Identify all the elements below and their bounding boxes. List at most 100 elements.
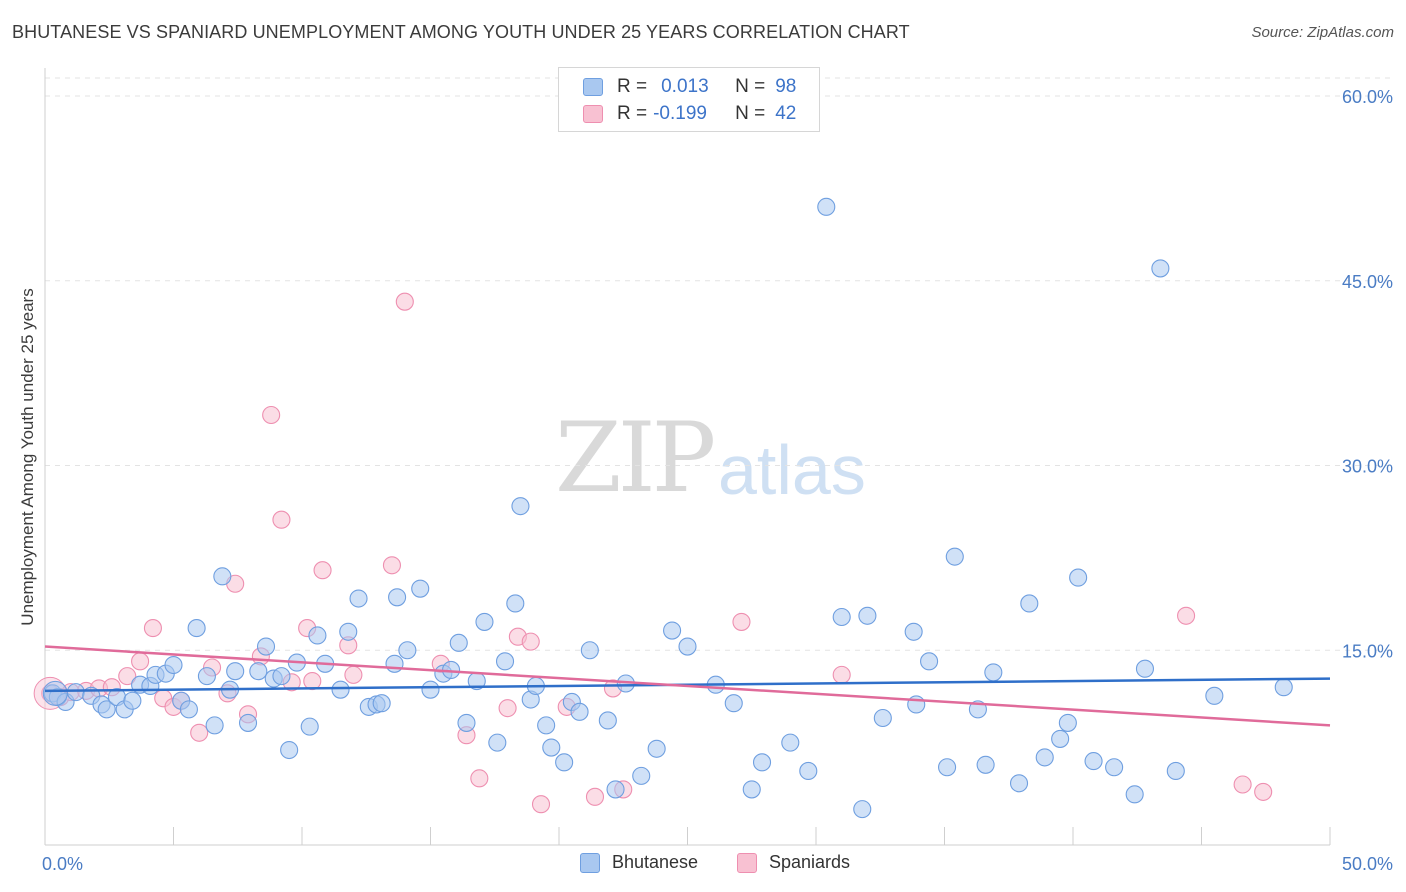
watermark-atlas: atlas bbox=[718, 431, 866, 509]
bhutanese-swatch bbox=[580, 852, 600, 873]
spaniards-point bbox=[118, 667, 137, 686]
bhutanese-point bbox=[945, 547, 964, 566]
spaniards-point bbox=[313, 561, 332, 580]
bhutanese-point bbox=[752, 753, 772, 772]
axes bbox=[44, 68, 1331, 846]
bhutanese-point bbox=[197, 667, 216, 686]
x-tick-label: 0.0% bbox=[42, 854, 83, 874]
bhutanese-point bbox=[349, 589, 368, 608]
bhutanese-point bbox=[1205, 686, 1224, 705]
bhutanese-point bbox=[457, 713, 476, 732]
tick-labels: 15.0% 30.0% 45.0% 60.0% 0.0% 50.0% bbox=[42, 87, 1393, 874]
bhutanese-point bbox=[904, 622, 923, 641]
bhutanese-point bbox=[1035, 748, 1054, 767]
bhutanese-point bbox=[213, 567, 232, 586]
source-label: Source: ZipAtlas.com bbox=[1251, 24, 1394, 41]
bhutanese-point bbox=[938, 758, 957, 777]
bhutanese-point bbox=[42, 680, 68, 706]
legend-row-spaniards: R = -0.199 N = 42 bbox=[583, 102, 796, 126]
spaniards-point bbox=[262, 405, 281, 425]
bhutanese-point bbox=[1020, 594, 1039, 613]
bhutanese-point bbox=[1274, 678, 1293, 697]
bhutanese-point bbox=[1135, 659, 1155, 678]
bhutanese-point bbox=[598, 711, 617, 730]
bhutanese-label: Bhutanese bbox=[612, 852, 699, 872]
spaniards-point bbox=[832, 665, 851, 684]
spaniards-points bbox=[33, 292, 1273, 814]
spaniards-point bbox=[531, 795, 551, 814]
legend-r-label: R = bbox=[617, 76, 648, 97]
trend-lines bbox=[44, 645, 1331, 727]
spaniards-point bbox=[382, 556, 402, 575]
bhutanese-point bbox=[1051, 729, 1070, 748]
bhutanese-point bbox=[205, 716, 224, 735]
x-tick-label: 50.0% bbox=[1342, 854, 1393, 874]
y-tick-label: 45.0% bbox=[1342, 272, 1393, 292]
bhutanese-point bbox=[1084, 752, 1103, 771]
chart-title: BHUTANESE VS SPANIARD UNEMPLOYMENT AMONG… bbox=[12, 22, 910, 42]
bhutanese-point bbox=[97, 700, 116, 719]
bhutanese-point bbox=[606, 780, 625, 799]
bhutanese-point bbox=[1069, 568, 1088, 587]
legend-r-value: 0.013 bbox=[661, 76, 709, 97]
y-tick-label: 60.0% bbox=[1342, 87, 1393, 107]
bhutanese-point bbox=[164, 655, 183, 675]
y-tick-label: 30.0% bbox=[1342, 457, 1393, 477]
spaniards-point bbox=[521, 632, 540, 651]
bhutanese-point bbox=[488, 733, 507, 752]
spaniards-point bbox=[303, 671, 322, 691]
bhutanese-point bbox=[858, 606, 877, 625]
bhutanese-point bbox=[1009, 774, 1029, 793]
legend-r-value: -0.199 bbox=[653, 103, 707, 124]
legend-n-value: 42 bbox=[775, 103, 797, 124]
bhutanese-point bbox=[179, 700, 198, 719]
spaniards-point bbox=[190, 723, 209, 742]
bhutanese-point bbox=[511, 497, 530, 516]
bhutanese-point bbox=[256, 637, 276, 656]
watermark-zip: ZIP bbox=[555, 402, 716, 514]
bhutanese-point bbox=[570, 702, 589, 721]
bhutanese-point bbox=[580, 641, 599, 660]
bhutanese-point bbox=[449, 633, 468, 652]
spaniards-point bbox=[395, 292, 414, 311]
bhutanese-point bbox=[1166, 761, 1185, 781]
legend-r-label: R = bbox=[617, 103, 648, 124]
bhutanese-point bbox=[475, 612, 494, 631]
series-legend: Bhutanese Spaniards bbox=[0, 852, 1406, 878]
bhutanese-point bbox=[537, 716, 556, 735]
legend-row-bhutanese: R = 0.013 N = 98 bbox=[583, 75, 796, 99]
bhutanese-point bbox=[984, 663, 1003, 682]
spaniards-point bbox=[585, 787, 605, 806]
bhutanese-point bbox=[647, 739, 666, 758]
bhutanese-point bbox=[421, 680, 440, 699]
bhutanese-point bbox=[781, 733, 800, 752]
bhutanese-point bbox=[226, 662, 245, 681]
legend-n-label: N = bbox=[735, 103, 766, 124]
bhutanese-point bbox=[495, 652, 515, 671]
spaniards-point bbox=[344, 665, 363, 684]
series-legend-bhutanese[interactable]: Bhutanese bbox=[580, 852, 698, 873]
series-legend-spaniards[interactable]: Spaniards bbox=[737, 852, 850, 873]
bhutanese-point bbox=[632, 766, 651, 785]
bhutanese-point bbox=[873, 708, 892, 728]
legend-swatch-bhutanese bbox=[583, 78, 603, 96]
spaniards-label: Spaniards bbox=[769, 852, 851, 872]
spaniards-point bbox=[1177, 606, 1196, 625]
bhutanese-point bbox=[388, 588, 407, 607]
spaniards-point bbox=[1233, 775, 1252, 794]
bhutanese-point bbox=[853, 800, 872, 819]
bhutanese-point bbox=[249, 662, 268, 681]
bhutanese-point bbox=[331, 680, 350, 699]
bhutanese-point bbox=[724, 694, 743, 713]
bhutanese-point bbox=[123, 691, 142, 710]
bhutanese-point bbox=[832, 607, 851, 627]
bhutanese-points bbox=[42, 197, 1293, 819]
grid-lines bbox=[45, 77, 1392, 651]
spaniards-point bbox=[272, 510, 291, 529]
bhutanese-point bbox=[187, 619, 206, 638]
bhutanese-point bbox=[308, 626, 327, 645]
correlation-legend: R = 0.013 N = 98 R = -0.199 N = 42 bbox=[558, 67, 820, 132]
bhutanese-point bbox=[238, 713, 258, 732]
bhutanese-point bbox=[398, 641, 417, 660]
